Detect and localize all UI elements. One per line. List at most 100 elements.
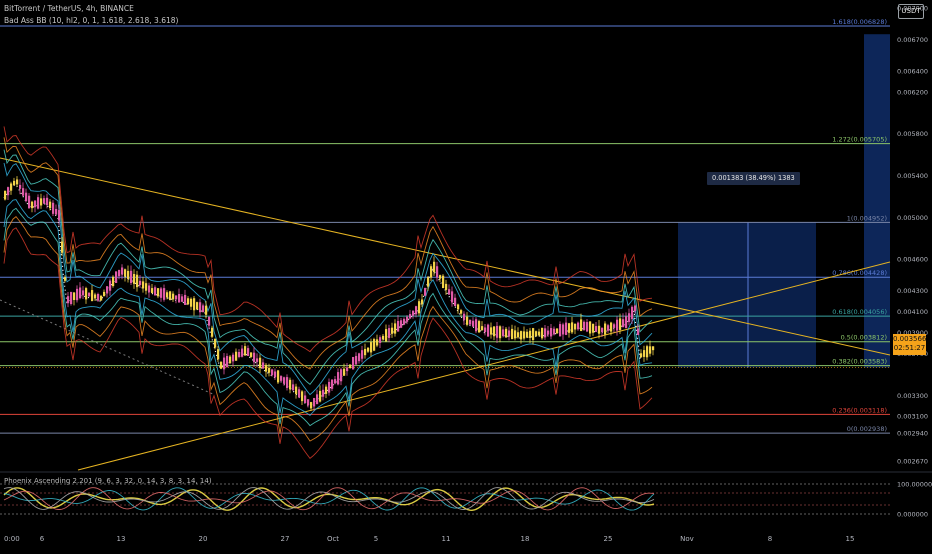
candle[interactable] <box>124 269 127 277</box>
candle[interactable] <box>568 323 571 333</box>
candle[interactable] <box>145 283 148 291</box>
candle[interactable] <box>61 241 64 253</box>
candle[interactable] <box>94 294 97 299</box>
candle[interactable] <box>175 295 178 300</box>
candle[interactable] <box>268 367 271 373</box>
candle[interactable] <box>481 326 484 331</box>
candle[interactable] <box>211 327 214 337</box>
candle[interactable] <box>361 350 364 359</box>
candle[interactable] <box>604 323 607 335</box>
candle[interactable] <box>70 291 73 305</box>
candle[interactable] <box>301 391 304 402</box>
candle[interactable] <box>628 313 631 322</box>
candle[interactable] <box>10 183 13 191</box>
candle[interactable] <box>418 301 421 314</box>
candle[interactable] <box>370 342 373 353</box>
candle[interactable] <box>409 314 412 319</box>
candle[interactable] <box>472 320 475 327</box>
candle[interactable] <box>415 306 418 315</box>
candle[interactable] <box>511 328 514 340</box>
candle[interactable] <box>610 322 613 332</box>
candle[interactable] <box>55 208 58 215</box>
candle[interactable] <box>592 323 595 333</box>
candle[interactable] <box>115 271 118 283</box>
candle[interactable] <box>424 287 427 296</box>
candle[interactable] <box>280 376 283 381</box>
candle[interactable] <box>229 356 232 364</box>
candle[interactable] <box>274 371 277 378</box>
candle[interactable] <box>265 364 268 372</box>
candle[interactable] <box>349 364 352 369</box>
candle[interactable] <box>421 299 424 305</box>
candle[interactable] <box>85 288 88 300</box>
candle[interactable] <box>136 274 139 288</box>
candle[interactable] <box>652 346 655 351</box>
candle[interactable] <box>43 198 46 204</box>
descending-trendline[interactable] <box>0 157 891 356</box>
candle[interactable] <box>37 197 40 209</box>
candle[interactable] <box>205 305 208 315</box>
candle[interactable] <box>67 296 70 304</box>
candle[interactable] <box>379 337 382 343</box>
candle[interactable] <box>325 386 328 394</box>
candle[interactable] <box>577 322 580 330</box>
candle[interactable] <box>34 200 37 208</box>
candle[interactable] <box>625 316 628 329</box>
candle[interactable] <box>79 287 82 299</box>
candle[interactable] <box>571 322 574 333</box>
candle[interactable] <box>103 291 106 297</box>
candle[interactable] <box>286 377 289 388</box>
candle[interactable] <box>619 318 622 330</box>
candle[interactable] <box>529 330 532 338</box>
candle[interactable] <box>13 180 16 186</box>
candle[interactable] <box>181 296 184 302</box>
candle[interactable] <box>346 367 349 372</box>
candle[interactable] <box>241 348 244 357</box>
candle[interactable] <box>238 351 241 357</box>
candle[interactable] <box>130 270 133 284</box>
candle[interactable] <box>583 321 586 331</box>
candle[interactable] <box>40 198 43 206</box>
candle[interactable] <box>475 319 478 332</box>
candle[interactable] <box>19 184 22 189</box>
candle[interactable] <box>595 326 598 332</box>
candle[interactable] <box>31 201 34 209</box>
candle[interactable] <box>547 330 550 335</box>
candle[interactable] <box>46 197 49 206</box>
candle[interactable] <box>298 389 301 398</box>
candle[interactable] <box>319 390 322 402</box>
candle[interactable] <box>322 389 325 397</box>
candle[interactable] <box>523 331 526 339</box>
candle[interactable] <box>106 286 109 294</box>
candle[interactable] <box>28 195 31 209</box>
candle[interactable] <box>88 292 91 297</box>
candle[interactable] <box>253 352 256 363</box>
candle[interactable] <box>565 322 568 335</box>
candle[interactable] <box>439 275 442 279</box>
candle[interactable] <box>127 270 130 279</box>
candle[interactable] <box>382 335 385 340</box>
candle[interactable] <box>478 321 481 333</box>
candle[interactable] <box>466 316 469 325</box>
candle[interactable] <box>337 372 340 385</box>
candle[interactable] <box>451 291 454 303</box>
candle[interactable] <box>148 285 151 293</box>
candle[interactable] <box>445 283 448 290</box>
candle[interactable] <box>505 328 508 338</box>
candle[interactable] <box>373 339 376 351</box>
candle[interactable] <box>430 266 433 278</box>
candle[interactable] <box>622 319 625 328</box>
candle[interactable] <box>490 327 493 335</box>
candle[interactable] <box>4 190 7 200</box>
candle[interactable] <box>508 330 511 337</box>
candle[interactable] <box>160 288 163 298</box>
candle[interactable] <box>118 269 121 277</box>
candle[interactable] <box>139 280 142 286</box>
candle[interactable] <box>436 266 439 278</box>
candle[interactable] <box>328 381 331 393</box>
candle[interactable] <box>76 288 79 301</box>
candle[interactable] <box>538 331 541 336</box>
candle[interactable] <box>589 321 592 334</box>
candle[interactable] <box>235 351 238 361</box>
candle[interactable] <box>316 394 319 405</box>
